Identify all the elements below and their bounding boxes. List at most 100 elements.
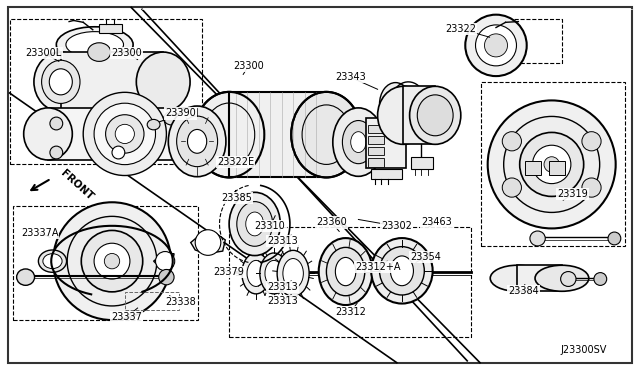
Ellipse shape: [147, 119, 160, 130]
Polygon shape: [229, 92, 326, 177]
Ellipse shape: [42, 60, 80, 103]
Circle shape: [50, 146, 63, 159]
Ellipse shape: [66, 32, 124, 58]
Bar: [411, 157, 433, 169]
Text: 23312+A: 23312+A: [355, 262, 401, 272]
Ellipse shape: [229, 192, 280, 256]
Ellipse shape: [43, 254, 62, 269]
Circle shape: [159, 269, 174, 285]
Polygon shape: [403, 86, 435, 144]
Ellipse shape: [56, 27, 133, 62]
Text: 23354: 23354: [410, 253, 441, 262]
Circle shape: [53, 202, 171, 320]
Ellipse shape: [237, 202, 273, 246]
Circle shape: [488, 100, 616, 228]
Polygon shape: [191, 234, 225, 254]
Ellipse shape: [188, 129, 207, 153]
Circle shape: [532, 145, 571, 184]
Circle shape: [582, 178, 601, 197]
Circle shape: [94, 103, 156, 165]
Bar: [549, 161, 565, 175]
Bar: [99, 24, 122, 33]
Text: 23313: 23313: [268, 282, 298, 292]
Bar: [481, 82, 625, 246]
Ellipse shape: [371, 238, 433, 304]
Ellipse shape: [194, 92, 264, 177]
Bar: [525, 161, 541, 175]
Ellipse shape: [386, 90, 405, 118]
Ellipse shape: [247, 260, 265, 286]
Ellipse shape: [351, 132, 366, 153]
Text: 23300L: 23300L: [26, 48, 61, 58]
Ellipse shape: [174, 108, 223, 160]
Circle shape: [502, 178, 522, 197]
Ellipse shape: [38, 250, 67, 272]
Bar: [368, 158, 384, 167]
Ellipse shape: [260, 253, 288, 294]
Ellipse shape: [277, 250, 309, 296]
Text: 23300: 23300: [233, 61, 264, 71]
Text: 23313: 23313: [268, 236, 298, 246]
Circle shape: [195, 230, 221, 255]
Circle shape: [106, 115, 144, 153]
Bar: [10, 19, 202, 164]
Ellipse shape: [177, 116, 218, 167]
Ellipse shape: [530, 231, 545, 246]
Bar: [368, 136, 384, 144]
Ellipse shape: [136, 52, 190, 112]
Circle shape: [81, 230, 143, 292]
Ellipse shape: [291, 92, 362, 177]
Polygon shape: [48, 108, 198, 160]
Ellipse shape: [335, 257, 356, 286]
Ellipse shape: [380, 247, 424, 295]
Polygon shape: [61, 52, 163, 112]
Bar: [368, 147, 384, 155]
Text: 23463: 23463: [421, 218, 452, 227]
Circle shape: [67, 217, 157, 306]
Circle shape: [186, 146, 198, 159]
Circle shape: [83, 92, 166, 176]
Ellipse shape: [246, 212, 264, 236]
Circle shape: [104, 253, 120, 269]
Text: 23338: 23338: [165, 297, 196, 307]
Ellipse shape: [417, 95, 453, 136]
Ellipse shape: [164, 112, 179, 125]
Text: 23379: 23379: [214, 267, 244, 277]
Text: 23312: 23312: [335, 307, 366, 317]
Text: J23300SV: J23300SV: [561, 346, 607, 355]
Ellipse shape: [390, 256, 413, 286]
Bar: [125, 292, 179, 310]
Ellipse shape: [342, 121, 374, 164]
Text: 23385: 23385: [221, 193, 252, 203]
Text: 23322E: 23322E: [217, 157, 254, 167]
Bar: [371, 169, 402, 179]
Ellipse shape: [17, 269, 35, 285]
Text: FRONT: FRONT: [59, 168, 95, 202]
Ellipse shape: [88, 43, 111, 61]
Circle shape: [476, 25, 516, 66]
Ellipse shape: [410, 86, 461, 144]
Ellipse shape: [378, 86, 429, 144]
Ellipse shape: [333, 108, 384, 176]
Text: 23322: 23322: [445, 24, 476, 34]
Polygon shape: [154, 254, 174, 269]
Text: 23300: 23300: [111, 48, 142, 58]
Bar: [13, 206, 198, 320]
Circle shape: [50, 117, 63, 130]
Text: 23384: 23384: [508, 286, 539, 296]
Ellipse shape: [34, 52, 88, 112]
Ellipse shape: [535, 265, 589, 291]
Bar: [229, 227, 471, 337]
Text: 23302: 23302: [381, 221, 412, 231]
Ellipse shape: [319, 238, 372, 305]
Polygon shape: [517, 265, 562, 291]
Text: 23343: 23343: [335, 73, 366, 82]
Bar: [368, 125, 384, 133]
Ellipse shape: [561, 272, 576, 286]
Text: 23310: 23310: [255, 221, 285, 231]
Circle shape: [608, 232, 621, 245]
Text: 23319: 23319: [557, 189, 588, 199]
Ellipse shape: [326, 247, 365, 296]
Text: 23337A: 23337A: [21, 228, 58, 237]
Circle shape: [484, 34, 508, 57]
